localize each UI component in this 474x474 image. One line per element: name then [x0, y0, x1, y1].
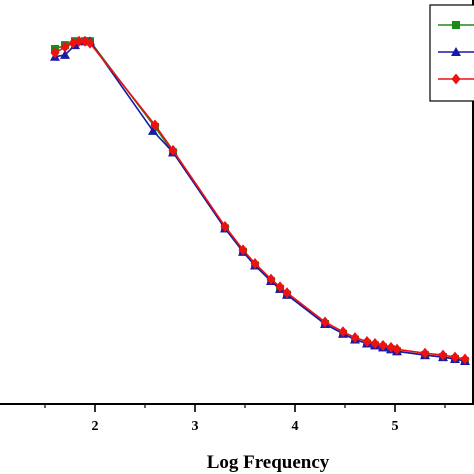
data-point — [148, 125, 158, 135]
series-diamond — [50, 35, 470, 365]
data-point — [168, 144, 178, 156]
x-tick-label: 2 — [92, 419, 99, 434]
data-point — [266, 273, 276, 285]
data-point — [85, 37, 95, 49]
x-axis-title: Log Frequency — [207, 452, 330, 473]
data-point — [238, 244, 248, 256]
data-point — [60, 49, 70, 59]
x-tick-label: 3 — [192, 419, 199, 434]
legend-box — [429, 4, 474, 102]
data-point — [450, 351, 460, 363]
legend-entry — [438, 47, 474, 56]
data-point — [438, 349, 448, 361]
data-point — [282, 287, 292, 299]
data-point — [420, 347, 430, 359]
data-point — [250, 258, 260, 269]
data-point — [275, 281, 285, 293]
series-triangle — [50, 36, 470, 365]
data-point — [378, 339, 388, 351]
data-point — [362, 336, 372, 347]
data-point — [60, 41, 70, 53]
series-line — [54, 40, 466, 360]
data-point — [392, 343, 402, 355]
series-square — [51, 37, 469, 365]
data-point — [50, 47, 60, 59]
data-point — [350, 332, 360, 344]
data-point — [460, 353, 470, 365]
legend-entry — [438, 21, 474, 29]
x-tick-label: 4 — [292, 419, 299, 434]
legend-entry — [438, 73, 474, 85]
legend — [429, 4, 474, 102]
series-line — [54, 40, 466, 362]
series-line — [54, 40, 466, 362]
data-point — [220, 220, 230, 232]
axes: 2 3 4 5 — [0, 0, 474, 434]
data-point — [74, 35, 84, 47]
data-point — [150, 119, 160, 131]
x-tick-label: 5 — [392, 419, 399, 434]
series-layer — [50, 35, 470, 365]
data-point — [338, 326, 348, 338]
data-point — [320, 316, 330, 328]
data-point — [370, 337, 380, 349]
